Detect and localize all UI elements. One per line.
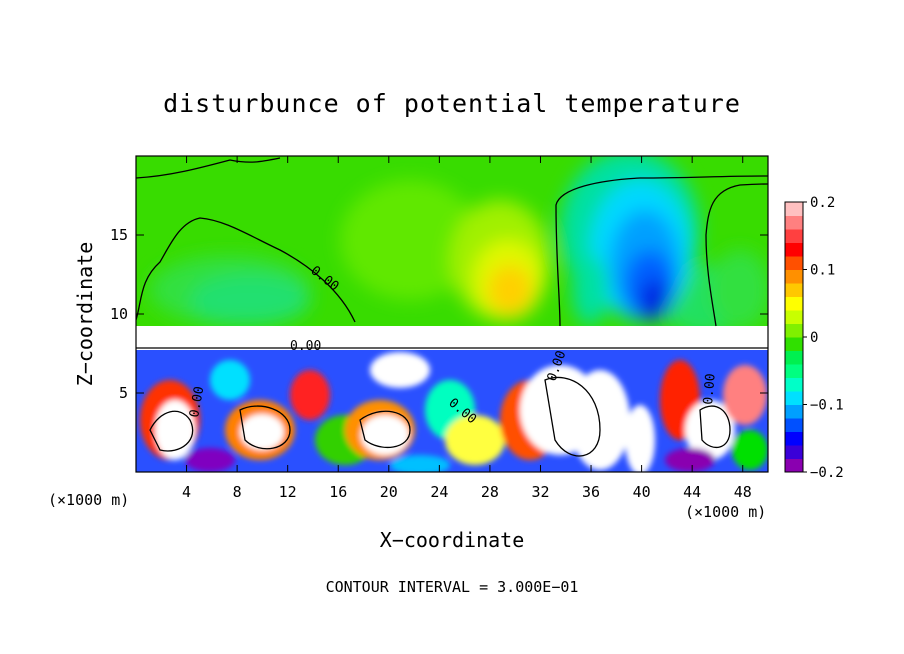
lower-field	[136, 350, 768, 472]
colorbar-swatch	[785, 445, 803, 459]
contour-lines	[136, 157, 768, 457]
contour-center	[555, 175, 768, 327]
x-unit-label-right: (×1000 m)	[685, 503, 766, 521]
upper-field	[136, 156, 768, 335]
colorbar-swatch	[785, 404, 803, 419]
colorbar-tick-label: 0	[810, 330, 818, 346]
contour-lower-4	[544, 376, 601, 457]
contour-label: 0.00	[701, 373, 719, 406]
x-tick-label: 4	[182, 483, 191, 501]
x-unit-label-left: (×1000 m)	[48, 491, 129, 509]
colorbar-swatch	[785, 269, 803, 284]
colorbar-swatch	[785, 458, 803, 473]
x-tick-label: 48	[734, 483, 752, 501]
y-tick-label: 15	[110, 226, 128, 244]
contour-lower-2	[239, 405, 291, 450]
x-tick-label: 36	[582, 483, 600, 501]
colorbar-swatch	[785, 364, 803, 378]
colorbar-swatch	[785, 310, 803, 324]
x-tick-label: 32	[531, 483, 549, 501]
boundary-band	[136, 326, 768, 350]
colorbar-swatch	[785, 391, 803, 405]
y-tick-label: 5	[119, 384, 128, 402]
y-axis-label: Z−coordinate	[73, 242, 97, 387]
colorbar-swatch	[785, 215, 803, 230]
contour-lower-5	[699, 405, 731, 449]
x-tick-label: 8	[233, 483, 242, 501]
colorbar-swatch	[785, 296, 803, 311]
x-axis: 4 8 12 16 20 24 28 32 36 40 44 48	[182, 156, 752, 501]
x-tick-label: 16	[329, 483, 347, 501]
chart-title: disturbunce of potential temperature	[163, 89, 741, 118]
colorbar-tick-label: 0.1	[810, 263, 835, 279]
x-tick-label: 24	[430, 483, 448, 501]
contour-lower-1	[149, 410, 194, 452]
x-tick-label: 12	[279, 483, 297, 501]
colorbar-swatch	[785, 323, 803, 338]
x-axis-label: X−coordinate	[380, 528, 525, 552]
colorbar-swatch	[785, 283, 803, 297]
colorbar-swatch	[785, 242, 803, 257]
colorbar	[785, 202, 803, 473]
colorbar-swatch	[785, 418, 803, 432]
plot-area: 0.00 0.00 0.00 0.00 0.00 0.00	[136, 156, 768, 472]
contour-upper-left-lobe	[136, 217, 356, 323]
colorbar-swatch	[785, 377, 803, 392]
y-axis: 5 10 15	[110, 226, 768, 402]
colorbar-swatch	[785, 350, 803, 365]
colorbar-swatch	[785, 337, 803, 351]
colorbar-ticks: 0.2 0.1 0 −0.1 −0.2	[803, 195, 844, 481]
contour-lower-3	[359, 410, 411, 449]
colorbar-swatch	[785, 202, 803, 216]
colorbar-tick-label: −0.1	[810, 398, 844, 414]
contour-right	[705, 183, 768, 327]
contour-label: 0.00	[187, 385, 207, 418]
colorbar-tick-label: −0.2	[810, 465, 844, 481]
contour-label: 0.00	[290, 339, 321, 354]
x-tick-label: 44	[683, 483, 701, 501]
colorbar-swatch	[785, 256, 803, 270]
x-tick-label: 28	[481, 483, 499, 501]
colorbar-tick-label: 0.2	[810, 195, 835, 211]
x-tick-label: 20	[380, 483, 398, 501]
x-tick-label: 40	[633, 483, 651, 501]
colorbar-swatch	[785, 229, 803, 243]
contour-upper-left	[136, 157, 281, 179]
y-tick-label: 10	[110, 305, 128, 323]
contour-interval-note: CONTOUR INTERVAL = 3.000E−01	[326, 578, 579, 596]
colorbar-swatch	[785, 431, 803, 446]
